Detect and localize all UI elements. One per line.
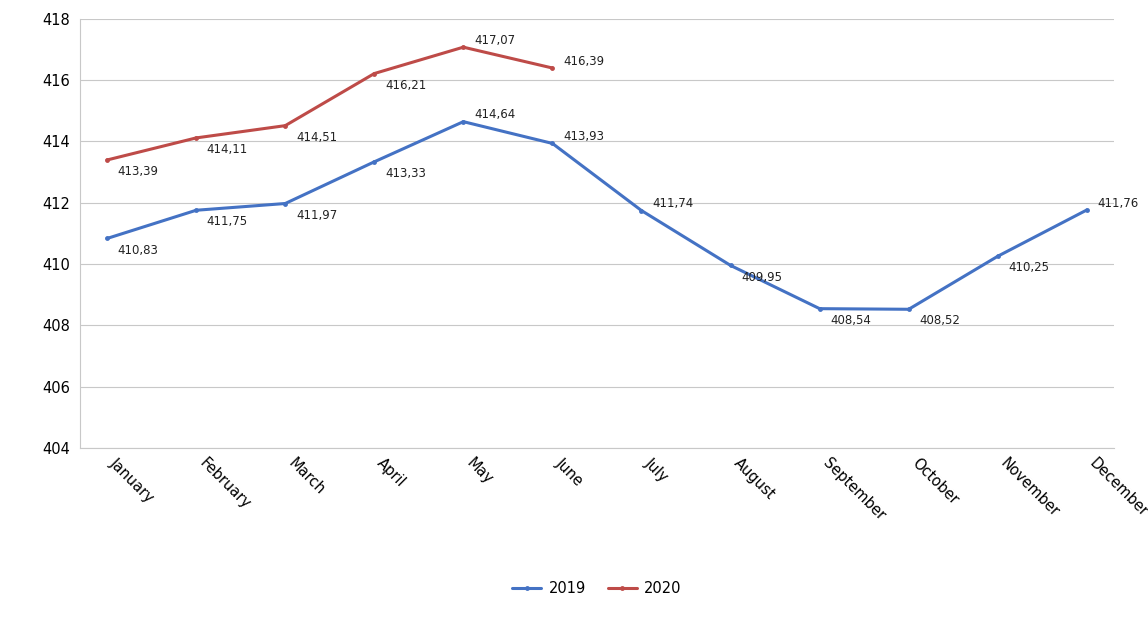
2020: [100, 156, 114, 164]
Text: 410,25: 410,25: [1008, 261, 1049, 274]
Text: 409,95: 409,95: [742, 271, 782, 284]
2019: [1080, 207, 1094, 214]
Text: 416,21: 416,21: [385, 78, 426, 91]
Text: 411,97: 411,97: [296, 208, 338, 221]
2019: [545, 140, 559, 147]
2020: [457, 44, 471, 51]
Legend: 2019, 2020: 2019, 2020: [506, 575, 688, 602]
2020: [367, 70, 381, 77]
2019: [278, 200, 292, 207]
Line: 2019: 2019: [104, 119, 1089, 312]
2019: [367, 158, 381, 165]
Text: 413,93: 413,93: [564, 130, 604, 143]
2019: [635, 207, 649, 215]
Text: 413,33: 413,33: [385, 167, 426, 180]
2019: [189, 207, 203, 214]
Text: 417,07: 417,07: [474, 34, 515, 47]
Text: 416,39: 416,39: [564, 55, 604, 68]
2019: [723, 262, 737, 269]
Text: 413,39: 413,39: [118, 165, 158, 178]
Text: 411,74: 411,74: [652, 197, 693, 210]
Text: 408,52: 408,52: [920, 315, 960, 327]
2019: [100, 234, 114, 242]
Text: 414,11: 414,11: [207, 143, 248, 156]
2019: [991, 253, 1004, 260]
2020: [278, 122, 292, 129]
Line: 2020: 2020: [104, 45, 554, 162]
2019: [902, 305, 916, 313]
2019: [813, 305, 827, 312]
Text: 414,64: 414,64: [474, 108, 515, 121]
Text: 410,83: 410,83: [118, 244, 158, 257]
Text: 411,75: 411,75: [207, 215, 248, 228]
2019: [457, 118, 471, 126]
Text: 414,51: 414,51: [296, 131, 338, 144]
Text: 411,76: 411,76: [1097, 197, 1139, 210]
Text: 408,54: 408,54: [830, 314, 871, 327]
2020: [189, 134, 203, 142]
2020: [545, 64, 559, 72]
